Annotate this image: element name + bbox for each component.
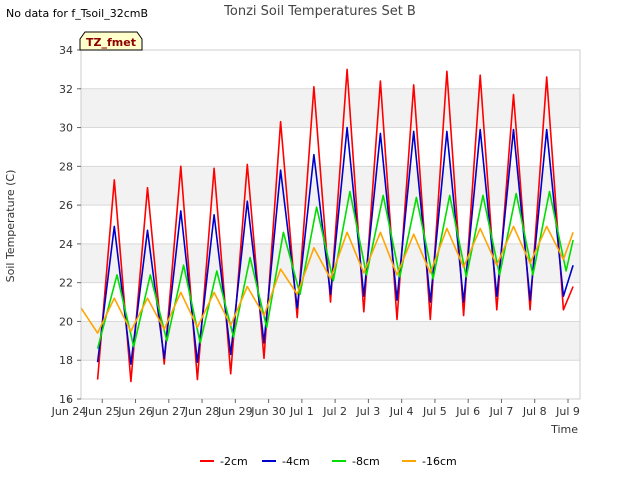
- x-tick-label: Jun 30: [250, 405, 286, 418]
- x-tick-label: Jul 7: [489, 405, 514, 418]
- x-tick-label: Jul 2: [322, 405, 347, 418]
- x-tick-label: Jul 5: [422, 405, 447, 418]
- x-tick-label: Jul 4: [389, 405, 414, 418]
- y-tick-label: 30: [59, 122, 73, 135]
- background-bands: [81, 88, 580, 361]
- legend-label: -4cm: [282, 455, 310, 468]
- y-tick-label: 24: [59, 238, 73, 251]
- plot-frame: [80, 49, 581, 400]
- x-axis-label: Time: [550, 423, 578, 436]
- legend-label: -2cm: [220, 455, 248, 468]
- badge-label: TZ_fmet: [86, 36, 136, 49]
- x-tick-label: Jul 6: [455, 405, 480, 418]
- x-tick-label: Jun 29: [217, 405, 253, 418]
- x-tick-label: Jul 8: [522, 405, 547, 418]
- x-tick-label: Jul 9: [555, 405, 580, 418]
- y-tick-label: 22: [59, 277, 73, 290]
- no-data-note: No data for f_Tsoil_32cmB: [6, 7, 148, 20]
- y-tick-label: 34: [59, 44, 73, 57]
- x-tick-label: Jun 27: [150, 405, 186, 418]
- y-axis-label: Soil Temperature (C): [4, 170, 17, 283]
- y-tick-label: 28: [59, 160, 73, 173]
- series-line-8cm: [96, 190, 574, 349]
- background-band: [81, 88, 580, 128]
- background-band: [81, 166, 580, 206]
- series-line-4cm: [96, 126, 574, 365]
- x-tick-label: Jun 25: [84, 405, 120, 418]
- badge-shape: [79, 31, 143, 51]
- plot-lines: [80, 68, 574, 383]
- legend-label: -8cm: [352, 455, 380, 468]
- y-tick-label: 18: [59, 354, 73, 367]
- legend-label: -16cm: [422, 455, 457, 468]
- x-tick-label: Jul 3: [356, 405, 381, 418]
- gridlines: [81, 49, 580, 400]
- background-band: [81, 321, 580, 361]
- y-tick-label: 20: [59, 315, 73, 328]
- series-line-16cm: [80, 225, 574, 334]
- y-tick-label: 32: [59, 83, 73, 96]
- chart-title: Tonzi Soil Temperatures Set B: [223, 4, 416, 19]
- y-tick-label: 26: [59, 199, 73, 212]
- x-tick-label: Jun 28: [184, 405, 220, 418]
- badge-tz-fmet: TZ_fmet: [79, 31, 143, 51]
- legend: -2cm -4cm -8cm -16cm: [200, 455, 457, 468]
- x-tick-label: Jul 1: [289, 405, 314, 418]
- x-tick-label: Jun 26: [117, 405, 153, 418]
- x-tick-label: Jun 24: [51, 405, 87, 418]
